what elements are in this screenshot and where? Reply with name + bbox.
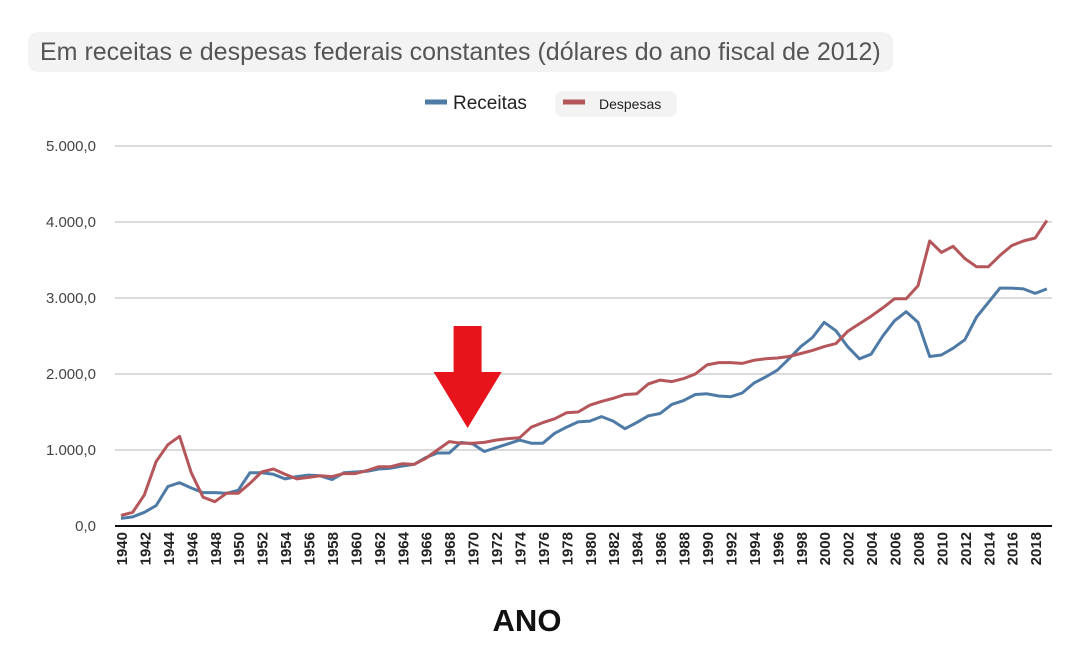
x-tick-label: 1998	[794, 532, 811, 565]
x-tick-label: 1958	[325, 532, 342, 565]
x-tick-label: 2006	[888, 532, 905, 565]
x-tick-label: 1956	[302, 532, 319, 565]
x-tick-label: 1974	[512, 531, 529, 565]
series-line-receitas	[120, 286, 1048, 520]
y-tick-label: 4.000,0	[46, 214, 96, 231]
x-tick-label: 2014	[981, 531, 998, 565]
x-tick-label: 1964	[395, 531, 412, 565]
y-tick-label: 5.000,0	[46, 138, 96, 155]
x-tick-label: 1952	[255, 532, 272, 565]
series-line-despesas	[120, 219, 1049, 517]
legend-bg	[555, 91, 677, 117]
x-tick-label: 1942	[137, 532, 154, 565]
x-tick-label: 1946	[184, 532, 201, 565]
x-tick-label: 1954	[278, 531, 295, 565]
x-tick-label: 1988	[677, 532, 694, 565]
x-tick-label: 1940	[114, 532, 131, 565]
x-tick-label: 1984	[630, 531, 647, 565]
x-tick-label: 1996	[770, 532, 787, 565]
legend-label-receitas: Receitas	[453, 93, 527, 114]
x-tick-label: 2008	[911, 532, 928, 565]
x-axis-label: ANO	[493, 603, 562, 638]
x-tick-label: 1948	[208, 532, 225, 565]
x-tick-label: 1968	[442, 532, 459, 565]
x-tick-label: 1962	[372, 532, 389, 565]
x-tick-label: 1944	[161, 531, 178, 565]
x-tick-label: 1970	[466, 532, 483, 565]
x-tick-label: 1966	[419, 532, 436, 565]
x-tick-label: 1950	[231, 532, 248, 565]
y-tick-label: 2.000,0	[46, 366, 96, 383]
x-tick-label: 1990	[700, 532, 717, 565]
y-tick-label: 3.000,0	[46, 290, 96, 307]
x-tick-label: 2004	[864, 531, 881, 565]
x-tick-label: 1976	[536, 532, 553, 565]
y-tick-label: 0,0	[75, 518, 96, 535]
y-tick-label: 1.000,0	[46, 442, 96, 459]
x-tick-label: 1992	[723, 532, 740, 565]
legend-label-despesas: Despesas	[599, 96, 661, 112]
x-tick-label: 1980	[583, 532, 600, 565]
x-tick-label: 2012	[958, 532, 975, 565]
x-tick-label: 2000	[817, 532, 834, 565]
x-tick-label: 1972	[489, 532, 506, 565]
chart-title: Em receitas e despesas federais constant…	[28, 32, 893, 72]
red-arrow-icon	[433, 326, 502, 428]
x-tick-label: 1978	[559, 532, 576, 565]
x-tick-label: 1960	[348, 532, 365, 565]
x-tick-label: 2018	[1028, 532, 1045, 565]
x-tick-label: 1994	[747, 531, 764, 565]
x-tick-label: 2016	[1005, 532, 1022, 565]
x-tick-label: 1982	[606, 532, 623, 565]
x-tick-label: 1986	[653, 532, 670, 565]
x-tick-label: 2002	[841, 532, 858, 565]
x-tick-label: 2010	[934, 532, 951, 565]
